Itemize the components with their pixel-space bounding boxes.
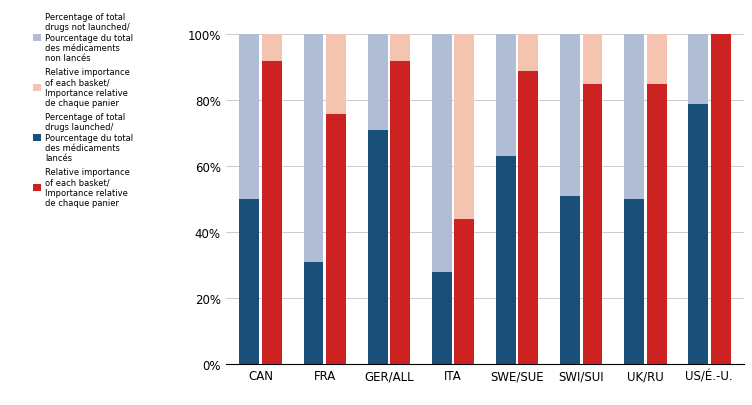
Bar [304,262,323,364]
Bar [496,157,516,364]
Bar [368,35,387,131]
Bar [304,35,323,262]
Bar [262,35,282,62]
Bar [559,196,580,364]
Bar [390,35,411,62]
Bar [518,71,538,364]
Legend: Percentage of total
drugs not launched/
Pourcentage du total
des médicaments
non: Percentage of total drugs not launched/ … [32,13,133,208]
Bar [624,200,644,364]
Bar [583,85,602,364]
Bar [583,35,602,85]
Bar [711,35,731,365]
Bar [239,200,259,364]
Bar [496,35,516,157]
Bar [326,114,346,365]
Bar [559,35,580,196]
Bar [688,35,708,104]
Bar [262,62,282,364]
Bar [518,35,538,71]
Bar [390,62,411,364]
Bar [368,131,387,364]
Bar [624,35,644,200]
Bar [432,35,452,272]
Bar [454,35,475,220]
Bar [647,85,666,364]
Bar [688,104,708,364]
Bar [239,35,259,200]
Bar [647,35,666,85]
Bar [326,35,346,114]
Bar [432,272,452,364]
Bar [454,220,475,364]
